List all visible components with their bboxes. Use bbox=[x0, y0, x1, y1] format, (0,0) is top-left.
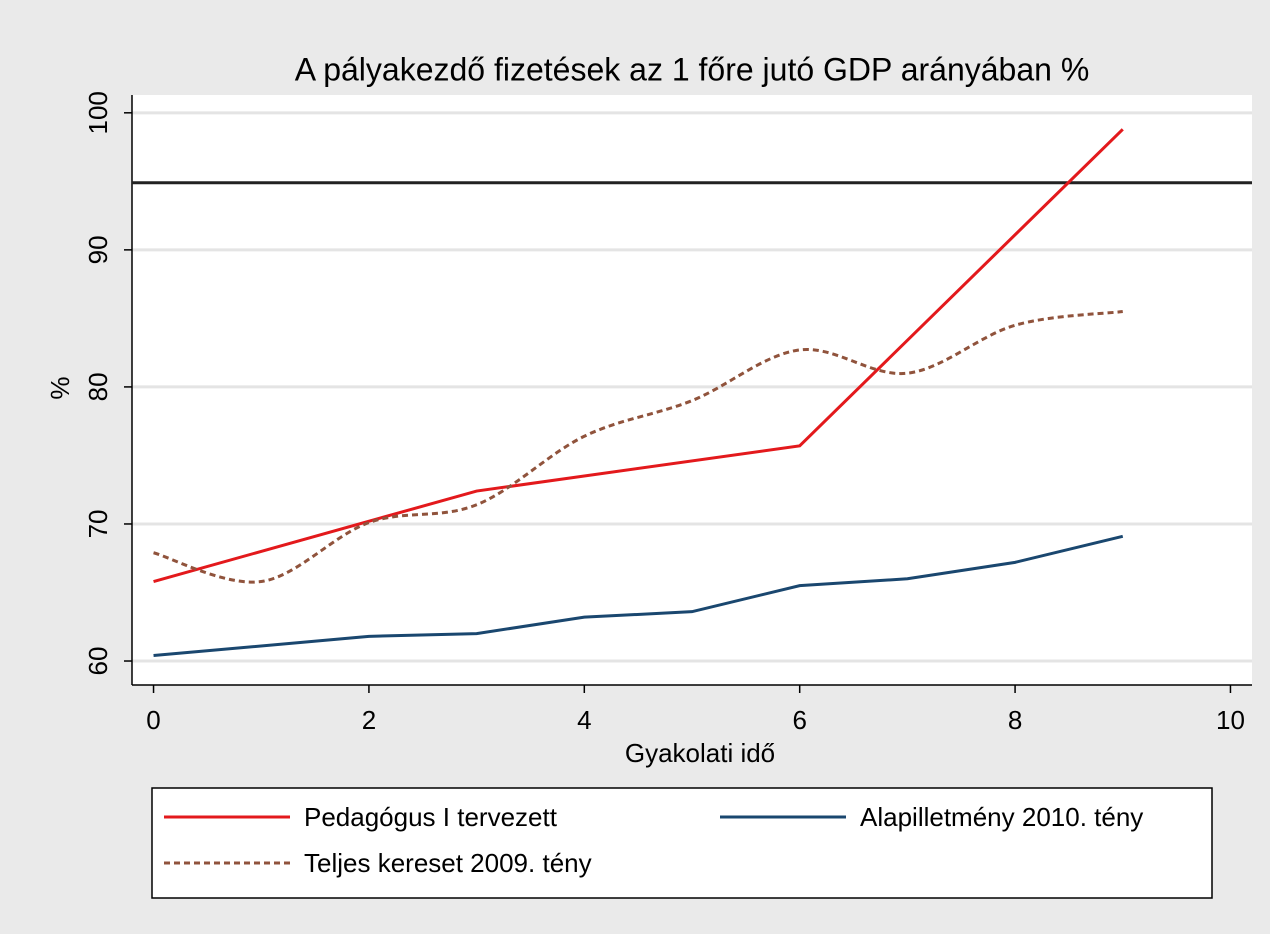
x-tick-label: 0 bbox=[146, 705, 160, 735]
y-axis-label: % bbox=[45, 376, 75, 399]
x-tick-label: 2 bbox=[362, 705, 376, 735]
x-tick-label: 6 bbox=[792, 705, 806, 735]
y-tick-label: 80 bbox=[83, 372, 113, 401]
x-tick-label: 8 bbox=[1008, 705, 1022, 735]
legend-label: Pedagógus I tervezett bbox=[304, 802, 558, 832]
legend-label: Alapilletmény 2010. tény bbox=[860, 802, 1143, 832]
legend-box bbox=[151, 787, 1213, 899]
series-line bbox=[153, 128, 1124, 583]
x-tick-label: 10 bbox=[1216, 705, 1245, 735]
x-tick-label: 4 bbox=[577, 705, 591, 735]
y-tick-label: 70 bbox=[83, 510, 113, 539]
series-line bbox=[153, 310, 1123, 584]
y-tick-label: 90 bbox=[83, 235, 113, 264]
legend-label: Teljes kereset 2009. tény bbox=[304, 848, 592, 878]
chart-title: A pályakezdő fizetések az 1 főre jutó GD… bbox=[295, 51, 1090, 87]
plot-area bbox=[132, 95, 1252, 685]
y-tick-label: 100 bbox=[83, 91, 113, 134]
series-line bbox=[153, 534, 1124, 658]
y-tick-label: 60 bbox=[83, 647, 113, 676]
x-axis-label: Gyakolati idő bbox=[625, 738, 775, 768]
